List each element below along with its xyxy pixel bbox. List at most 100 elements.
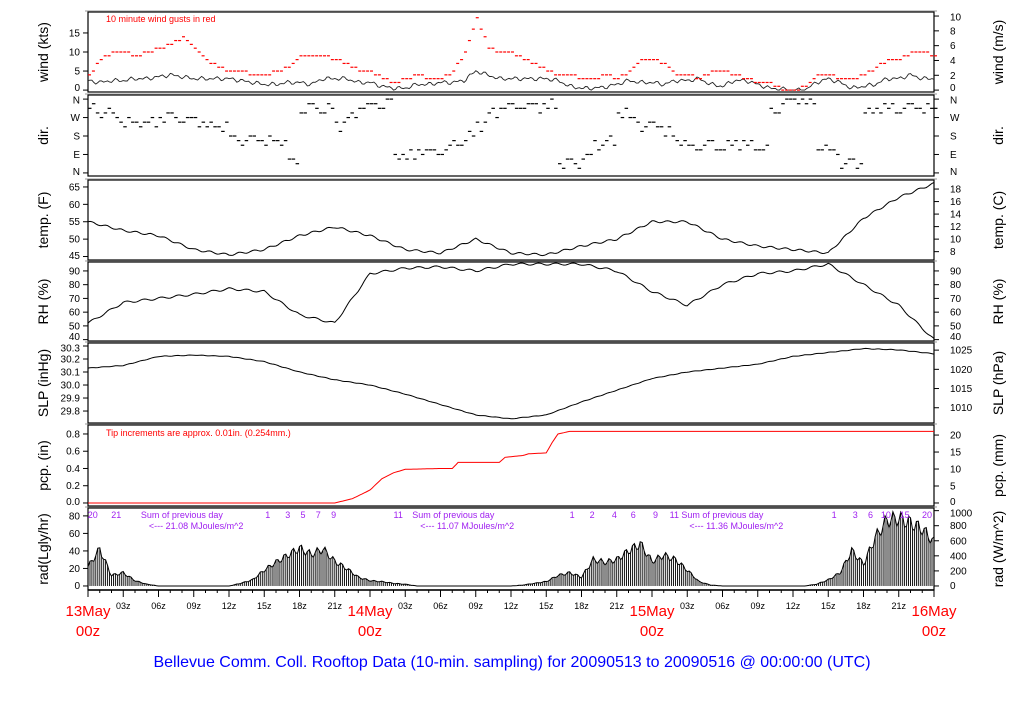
- date-time-label: 00z: [922, 623, 946, 640]
- pcp-right-tick-label: 20: [950, 431, 962, 442]
- rad-hour-label: 11: [394, 510, 403, 520]
- x-tick-label: 15z: [821, 601, 836, 611]
- date-label: 15May: [629, 603, 675, 620]
- rh-plot-frame: [87, 261, 935, 342]
- rad-hour-label: 1: [570, 510, 575, 520]
- dir-left-tick-label: S: [73, 132, 80, 143]
- pcp-right-y-axis-label: pcp. (mm): [990, 434, 1006, 497]
- rad-hour-label: 5: [301, 510, 306, 520]
- x-tick-label: 12z: [786, 601, 801, 611]
- temp-right-tick-label: 10: [950, 235, 962, 246]
- pcp-right-tick-label: 15: [950, 448, 962, 459]
- date-label: 14May: [347, 603, 393, 620]
- temp-right-tick-label: 8: [950, 247, 956, 258]
- x-tick-label: 12z: [222, 601, 237, 611]
- rad-hour-label: 9: [331, 510, 336, 520]
- wind-right-tick-label: 10: [950, 13, 962, 24]
- pcp-left-tick-label: 0.6: [66, 447, 80, 458]
- rad-hour-label: 9: [653, 510, 658, 520]
- chart-title: Bellevue Comm. Coll. Rooftop Data (10-mi…: [153, 654, 870, 671]
- rad-right-tick-label: 0: [950, 581, 956, 592]
- rad-hour-label: 2: [590, 510, 595, 520]
- pcp-left-tick-label: 0.0: [66, 497, 80, 508]
- rad-left-tick-label: 20: [69, 564, 81, 575]
- rad-hour-label: 10: [881, 510, 891, 520]
- x-tick-label: 06z: [715, 601, 730, 611]
- rh-left-tick-label: 40: [69, 332, 81, 343]
- panel-pcp: 0.0 0.2 0.4 0.6 0.8 0 5 10 15 20 pcp. (in) pcp. (mm…: [35, 423, 1006, 508]
- rad-left-tick-label: 80: [69, 511, 81, 522]
- rh-right-y-axis-label: RH (%): [990, 279, 1006, 325]
- precipitation-line: [88, 430, 934, 504]
- slp-right-tick-label: 1010: [950, 403, 973, 414]
- temp-right-tick-label: 14: [950, 210, 962, 221]
- wind-left-tick-label: 15: [69, 28, 81, 39]
- x-tick-label: 09z: [186, 601, 201, 611]
- temp-right-tick-label: 18: [950, 185, 962, 196]
- wind-right-tick-label: 0: [950, 83, 956, 94]
- rad-hour-label: 20: [88, 510, 98, 520]
- dir-right-tick-label: N: [950, 167, 957, 178]
- pcp-left-tick-label: 0.8: [66, 429, 80, 440]
- wind-y-axis-label: wind (kts): [35, 22, 51, 83]
- rad-right-tick-label: 800: [950, 521, 967, 532]
- radiation-line: [87, 509, 935, 587]
- dir-plot-frame: [87, 94, 935, 177]
- slp-left-tick-label: 30.3: [61, 344, 81, 355]
- rad-right-tick-label: 200: [950, 566, 967, 577]
- pcp-left-tick-label: 0.2: [66, 481, 80, 492]
- date-label: 13May: [65, 603, 111, 620]
- rad-left-tick-label: 40: [69, 546, 81, 557]
- rh-right-tick-label: 60: [950, 308, 962, 319]
- slp-left-tick-label: 29.8: [61, 407, 81, 418]
- date-label: 16May: [911, 603, 957, 620]
- rad-hour-label: 11: [670, 510, 679, 520]
- dir-right-tick-label: N: [950, 96, 957, 107]
- rad-hour-label: 1: [265, 510, 270, 520]
- rad-hour-label: 6: [868, 510, 873, 520]
- rh-left-tick-label: 80: [69, 280, 81, 291]
- daily-sum-value: <--- 11.07 MJoules/m^2: [420, 521, 514, 531]
- daily-sum-label: Sum of previous day: [681, 510, 764, 520]
- pcp-plot-frame: [87, 424, 935, 507]
- rad-hour-label: 7: [316, 510, 321, 520]
- x-tick-label: 21z: [327, 601, 342, 611]
- dir-left-tick-label: E: [73, 150, 80, 161]
- x-tick-label: 06z: [433, 601, 448, 611]
- date-time-label: 00z: [358, 623, 382, 640]
- rad-hour-label: 6: [631, 510, 636, 520]
- rad-hour-label: 20: [922, 510, 932, 520]
- temp-left-tick-label: 50: [69, 235, 81, 246]
- rh-right-tick-label: 80: [950, 280, 962, 291]
- temp-left-tick-label: 60: [69, 200, 81, 211]
- pcp-y-axis-label: pcp. (in): [35, 440, 51, 491]
- rh-right-tick-label: 40: [950, 332, 962, 343]
- pcp-left-tick-label: 0.4: [66, 464, 80, 475]
- temp-left-tick-label: 55: [69, 217, 81, 228]
- daily-sum-label: Sum of previous day: [141, 510, 224, 520]
- temp-right-tick-label: 16: [950, 197, 962, 208]
- rh-right-tick-label: 50: [950, 321, 962, 332]
- rad-hour-label: 4: [612, 510, 617, 520]
- x-tick-label: 12z: [504, 601, 519, 611]
- dir-left-tick-label: N: [73, 167, 80, 178]
- wind-right-tick-label: 8: [950, 26, 956, 37]
- rad-hour-label: 1: [832, 510, 837, 520]
- slp-y-axis-label: SLP (inHg): [35, 349, 51, 417]
- x-tick-label: 06z: [151, 601, 166, 611]
- rad-right-tick-label: 600: [950, 536, 967, 547]
- dir-y-axis-label: dir.: [35, 126, 51, 145]
- x-tick-label: 15z: [257, 601, 272, 611]
- slp-left-tick-label: 29.9: [61, 394, 81, 405]
- daily-sum-label: Sum of previous day: [412, 510, 495, 520]
- slp-right-tick-label: 1015: [950, 384, 973, 395]
- pressure-line: [87, 347, 935, 420]
- slp-left-tick-label: 30.2: [61, 355, 81, 366]
- wind-right-tick-label: 4: [950, 56, 956, 67]
